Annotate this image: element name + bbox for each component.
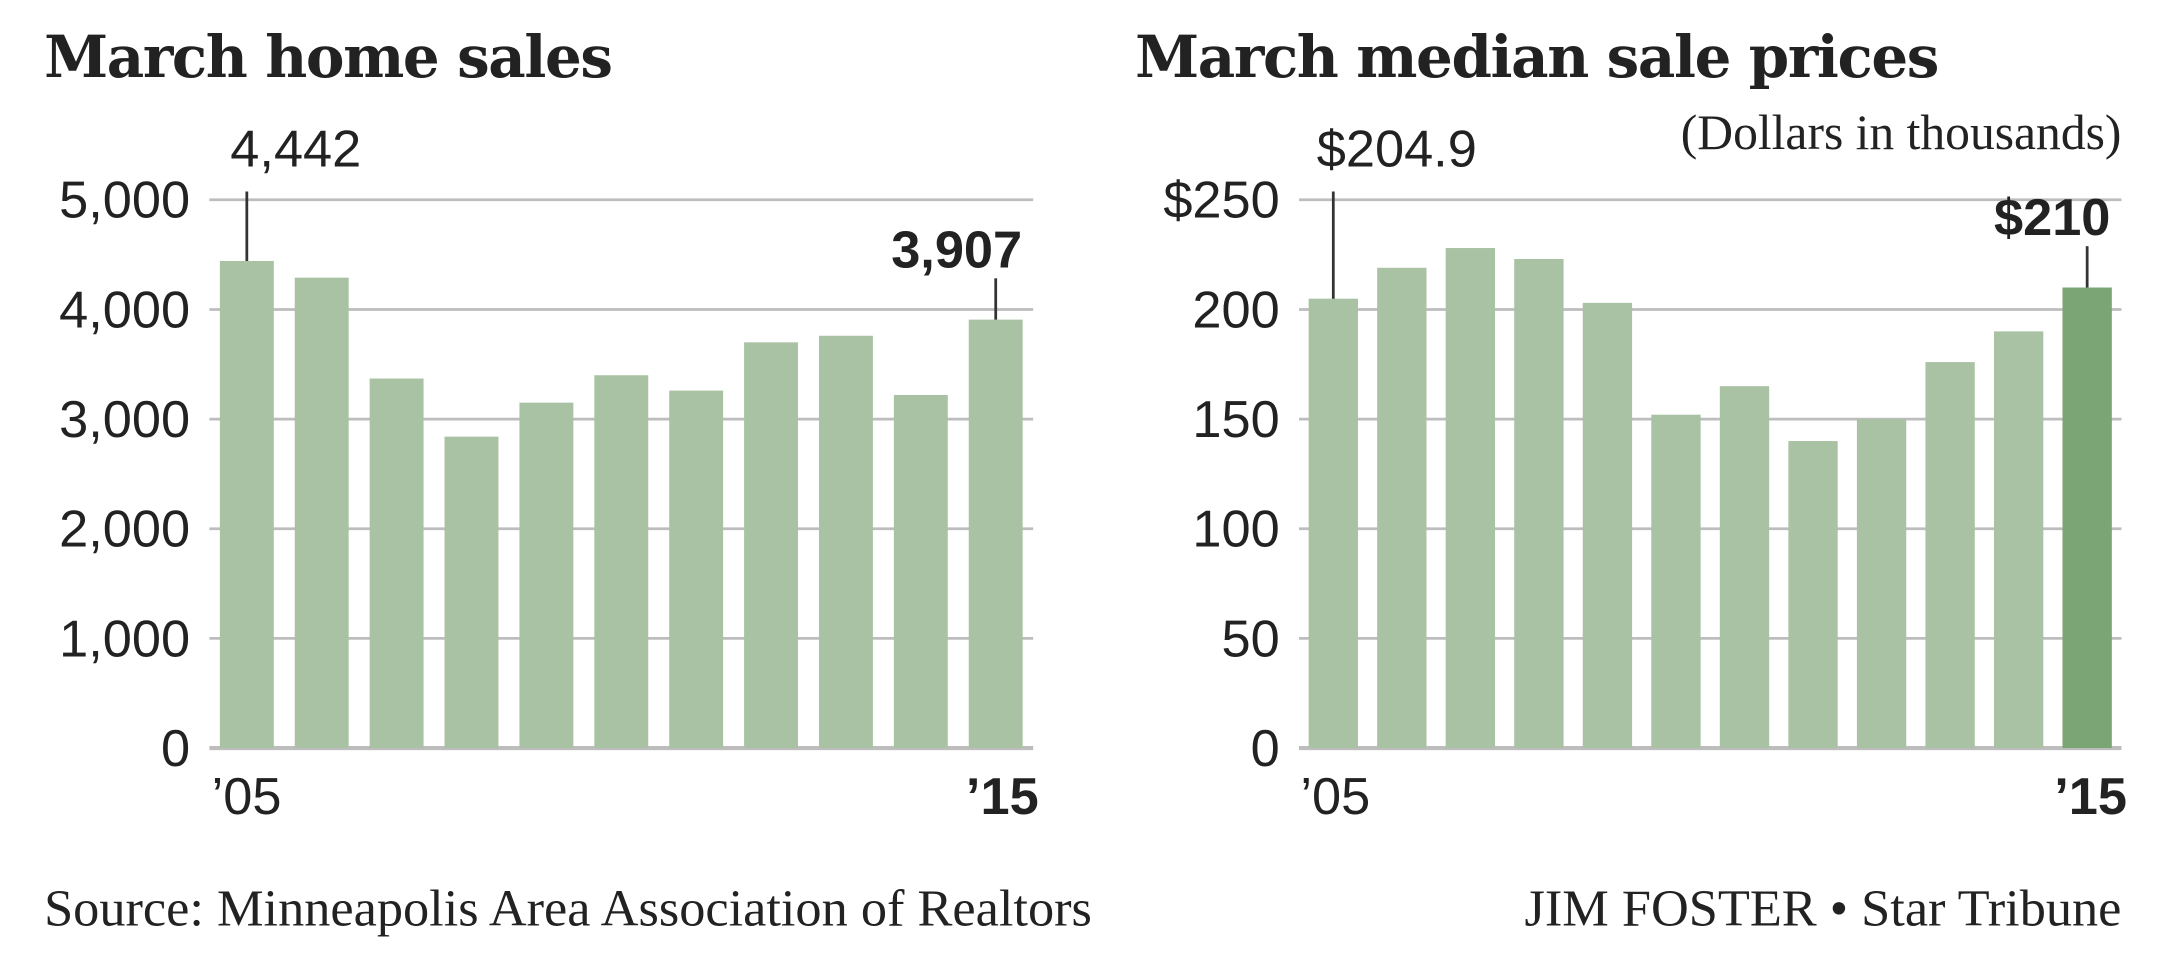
y-tick-label: 0: [161, 720, 190, 778]
bar: [1925, 362, 1975, 749]
y-tick-label: 150: [1192, 391, 1279, 449]
source: Source: Minneapolis Area Association of …: [44, 880, 1092, 938]
data-label: $210: [1994, 189, 2110, 247]
y-tick-label: 2,000: [59, 501, 190, 559]
bar: [294, 277, 349, 749]
bar: [1582, 302, 1633, 749]
bar: [594, 375, 649, 749]
y-tick-label: $250: [1163, 172, 1279, 230]
y-tick-label: 50: [1222, 610, 1280, 668]
bar: [1856, 419, 1907, 749]
chart-title: March home sales: [44, 23, 612, 91]
bar: [1719, 386, 1770, 749]
bar: [818, 335, 873, 749]
chart-title: March median sale prices: [1135, 23, 1938, 91]
y-tick-label: 1,000: [59, 610, 190, 668]
bar: [444, 436, 499, 749]
x-tick-label: ’15: [966, 768, 1039, 826]
y-tick-label: 3,000: [59, 391, 190, 449]
y-tick-label: 100: [1192, 501, 1279, 559]
bar: [1788, 441, 1838, 749]
bar: [968, 319, 1023, 749]
data-label: $204.9: [1317, 121, 1477, 179]
bar: [1377, 267, 1427, 749]
bar: [1308, 298, 1358, 749]
bar: [519, 402, 574, 749]
data-label: 3,907: [891, 221, 1022, 279]
bar: [893, 394, 948, 749]
bar: [1514, 259, 1564, 749]
x-tick-label: ’05: [212, 768, 282, 826]
bar: [1651, 414, 1701, 749]
bar: [669, 390, 724, 749]
bar: [369, 378, 424, 749]
y-tick-label: 200: [1192, 281, 1279, 339]
y-tick-label: 5,000: [59, 172, 190, 230]
credit: JIM FOSTER • Star Tribune: [1524, 880, 2121, 938]
y-tick-label: 4,000: [59, 281, 190, 339]
bar: [1993, 331, 2044, 749]
chart-subtitle: (Dollars in thousands): [1681, 105, 2122, 160]
bar: [219, 260, 274, 749]
y-tick-label: 0: [1251, 720, 1280, 778]
x-tick-label: ’05: [1300, 768, 1370, 826]
data-label: 4,442: [230, 121, 361, 179]
x-tick-label: ’15: [2054, 768, 2127, 826]
bar: [744, 342, 799, 749]
bar: [2062, 287, 2112, 749]
bar: [1445, 248, 1496, 749]
